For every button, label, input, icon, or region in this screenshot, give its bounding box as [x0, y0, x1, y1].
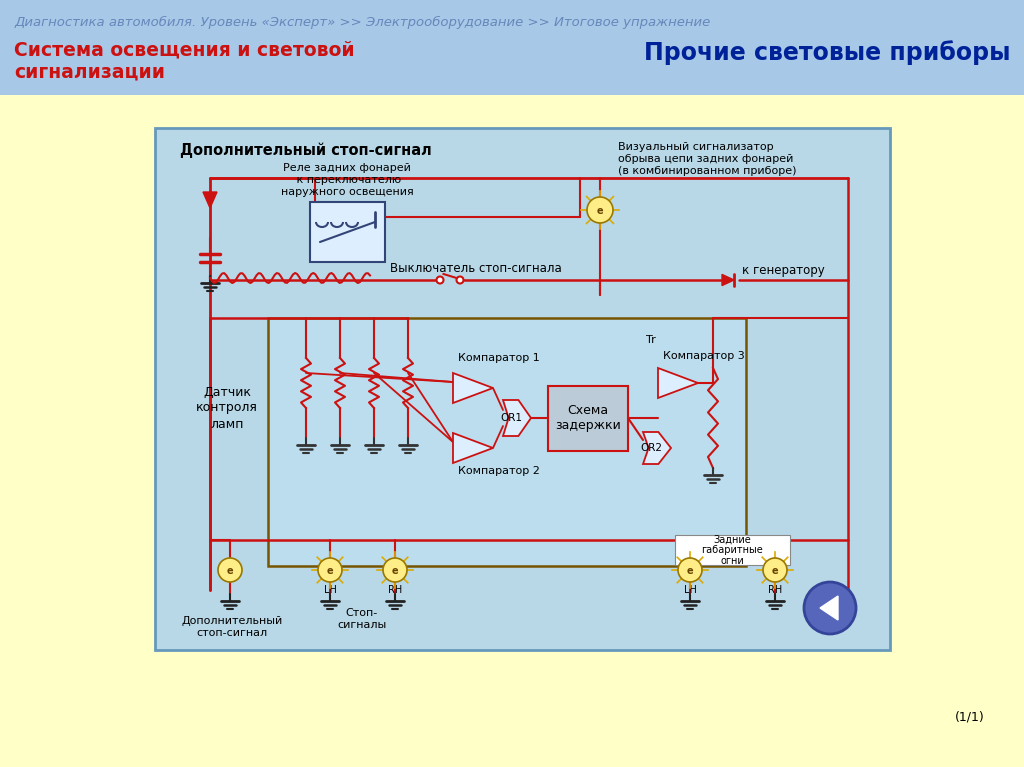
Text: Компаратор 3: Компаратор 3 [663, 351, 744, 361]
Circle shape [318, 558, 342, 582]
Text: Компаратор 1: Компаратор 1 [458, 353, 540, 363]
Text: Датчик
контроля
ламп: Датчик контроля ламп [196, 386, 258, 430]
Polygon shape [453, 433, 493, 463]
Circle shape [218, 558, 242, 582]
Text: RH: RH [768, 585, 782, 595]
Text: e: e [392, 566, 398, 576]
Bar [548, 386, 628, 451]
Text: Стоп-
сигналы: Стоп- сигналы [337, 608, 387, 630]
Text: Система освещения и световой
сигнализации: Система освещения и световой сигнализаци… [14, 40, 354, 82]
Text: Компаратор 2: Компаратор 2 [458, 466, 540, 476]
Text: Выключатель стоп-сигнала: Выключатель стоп-сигнала [390, 262, 562, 275]
Bar [675, 535, 790, 565]
Text: RH: RH [388, 585, 402, 595]
Circle shape [457, 276, 464, 284]
Text: OR1: OR1 [500, 413, 522, 423]
Text: Дополнительный стоп-сигнал: Дополнительный стоп-сигнал [180, 142, 432, 157]
Text: LH: LH [324, 585, 337, 595]
Circle shape [383, 558, 407, 582]
Text: Задние
габаритные
огни: Задние габаритные огни [701, 534, 763, 566]
Text: Реле задних фонарей
 к переключателю
наружного освещения: Реле задних фонарей к переключателю нару… [281, 163, 414, 197]
Circle shape [587, 197, 613, 223]
Text: Диагностика автомобиля. Уровень «Эксперт» >> Электрооборудование >> Итоговое упр: Диагностика автомобиля. Уровень «Эксперт… [14, 16, 711, 29]
Text: (1/1): (1/1) [955, 710, 985, 723]
Polygon shape [453, 373, 493, 403]
Text: e: e [597, 206, 603, 216]
Bar [155, 128, 890, 650]
Bar [310, 202, 385, 262]
Polygon shape [203, 192, 217, 208]
Text: e: e [327, 566, 334, 576]
Text: e: e [687, 566, 693, 576]
Circle shape [678, 558, 702, 582]
Bar [268, 318, 746, 566]
Bar [0, 0, 1024, 95]
Polygon shape [722, 275, 734, 285]
Text: Дополнительный
стоп-сигнал: Дополнительный стоп-сигнал [181, 616, 283, 637]
Text: LH: LH [684, 585, 696, 595]
Circle shape [804, 582, 856, 634]
Text: Схема
задержки: Схема задержки [555, 403, 621, 433]
Text: e: e [226, 566, 233, 576]
Text: к генератору: к генератору [742, 264, 824, 277]
Text: Визуальный сигнализатор
обрыва цепи задних фонарей
(в комбинированном приборе): Визуальный сигнализатор обрыва цепи задн… [618, 142, 797, 176]
Text: e: e [772, 566, 778, 576]
Polygon shape [658, 368, 698, 398]
Circle shape [436, 276, 443, 284]
Polygon shape [643, 432, 671, 464]
Text: Tr: Tr [646, 335, 655, 345]
Text: Прочие световые приборы: Прочие световые приборы [643, 41, 1010, 65]
Polygon shape [820, 596, 838, 620]
Polygon shape [503, 400, 531, 436]
Text: OR2: OR2 [640, 443, 662, 453]
Circle shape [763, 558, 787, 582]
